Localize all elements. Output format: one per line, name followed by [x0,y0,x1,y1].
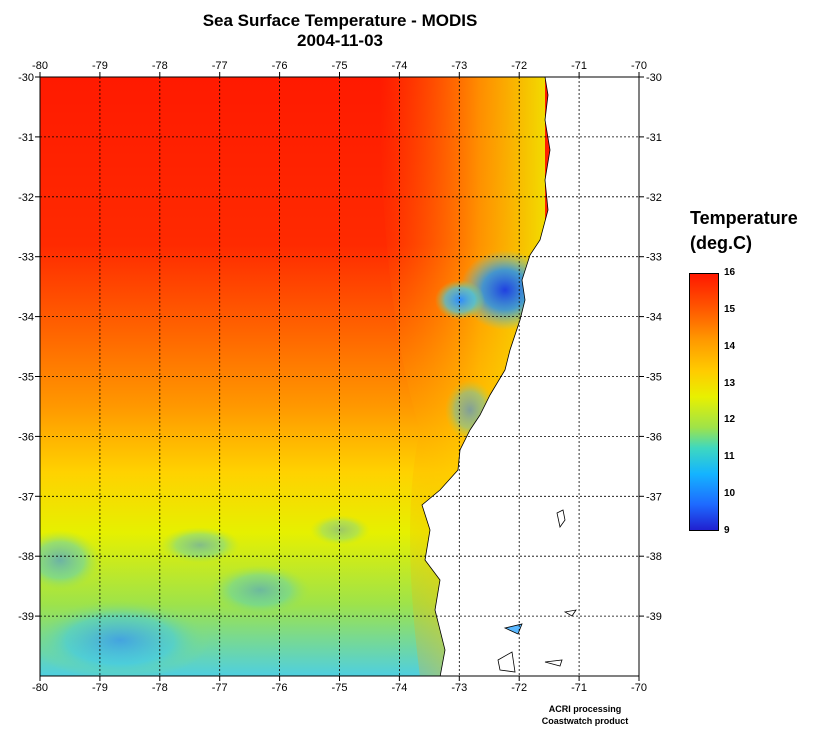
land-mass [421,77,639,676]
legend-title: Temperature [690,208,798,228]
x-tick-label: -78 [152,60,168,72]
y-tick-label: -33 [646,252,662,264]
x-tick-label: -76 [272,60,288,72]
y-tick-label: -34 [18,312,34,324]
x-axis-top: -80 -79 -78 -77 -76 -75 -74 -73 -72 -71 -70 [32,60,647,72]
island [503,623,523,635]
y-tick-label: -35 [18,372,34,384]
y-tick-label: -32 [18,192,34,204]
x-tick-label: -75 [332,682,348,694]
island [544,659,563,667]
color-scale-label: 14 [724,340,736,352]
x-tick-label: -74 [391,60,407,72]
x-tick-label: -80 [32,60,48,72]
x-tick-label: -70 [631,60,647,72]
color-scale-label: 9 [724,525,730,536]
y-tick-label: -33 [18,252,34,264]
x-tick-label: -79 [92,60,108,72]
color-scale-label: 13 [724,377,736,389]
x-tick-label: -79 [92,682,108,694]
y-tick-label: -32 [646,192,662,204]
x-tick-label: -78 [152,682,168,694]
processing-credit: ACRI processing [548,704,622,714]
x-tick-label: -76 [272,682,288,694]
y-tick-label: -38 [646,551,662,563]
x-tick-label: -72 [511,682,527,694]
y-tick-label: -31 [18,132,34,144]
map-date: 2004-11-03 [296,31,384,50]
color-scale-label: 11 [724,451,735,463]
x-tick-label: -80 [32,682,48,694]
y-axis-left: -30 -31 -32 -33 -34 -35 -36 -37 -38 -39 [18,72,34,623]
y-tick-label: -31 [646,132,662,144]
y-tick-label: -30 [646,72,662,84]
island [497,651,516,673]
y-tick-label: -38 [18,551,34,563]
x-tick-label: -72 [511,60,527,72]
color-scale-label: 16 [724,267,736,278]
x-tick-label: -71 [571,682,587,694]
x-axis-bottom: -80 -79 -78 -77 -76 -75 -74 -73 -72 -71 -70 [32,682,647,694]
y-axis-right: -30 -31 -32 -33 -34 -35 -36 -37 -38 -39 [646,72,662,623]
product-credit: Coastwatch product [541,716,629,726]
color-scale-bar [689,273,719,531]
color-scale-label: 15 [724,303,736,315]
y-tick-label: -37 [18,491,34,503]
y-tick-label: -30 [18,72,34,84]
y-tick-label: -36 [18,431,34,443]
color-scale-label: 12 [724,414,736,426]
x-tick-label: -74 [391,682,407,694]
x-tick-label: -73 [451,682,467,694]
map-title: Sea Surface Temperature - MODIS [202,11,478,30]
legend-units: (deg.C) [690,233,752,253]
x-tick-label: -71 [571,60,587,72]
color-scale-label: 10 [724,488,736,500]
x-tick-label: -77 [212,60,228,72]
y-tick-label: -35 [646,372,662,384]
y-tick-label: -36 [646,431,662,443]
y-tick-label: -37 [646,491,662,503]
island [556,509,566,528]
tick-marks [35,72,644,681]
y-tick-label: -34 [646,312,662,324]
y-tick-label: -39 [646,611,662,623]
x-tick-label: -70 [631,682,647,694]
y-tick-label: -39 [18,611,34,623]
island [563,609,577,617]
x-tick-label: -77 [212,682,228,694]
x-tick-label: -75 [332,60,348,72]
x-tick-label: -73 [451,60,467,72]
